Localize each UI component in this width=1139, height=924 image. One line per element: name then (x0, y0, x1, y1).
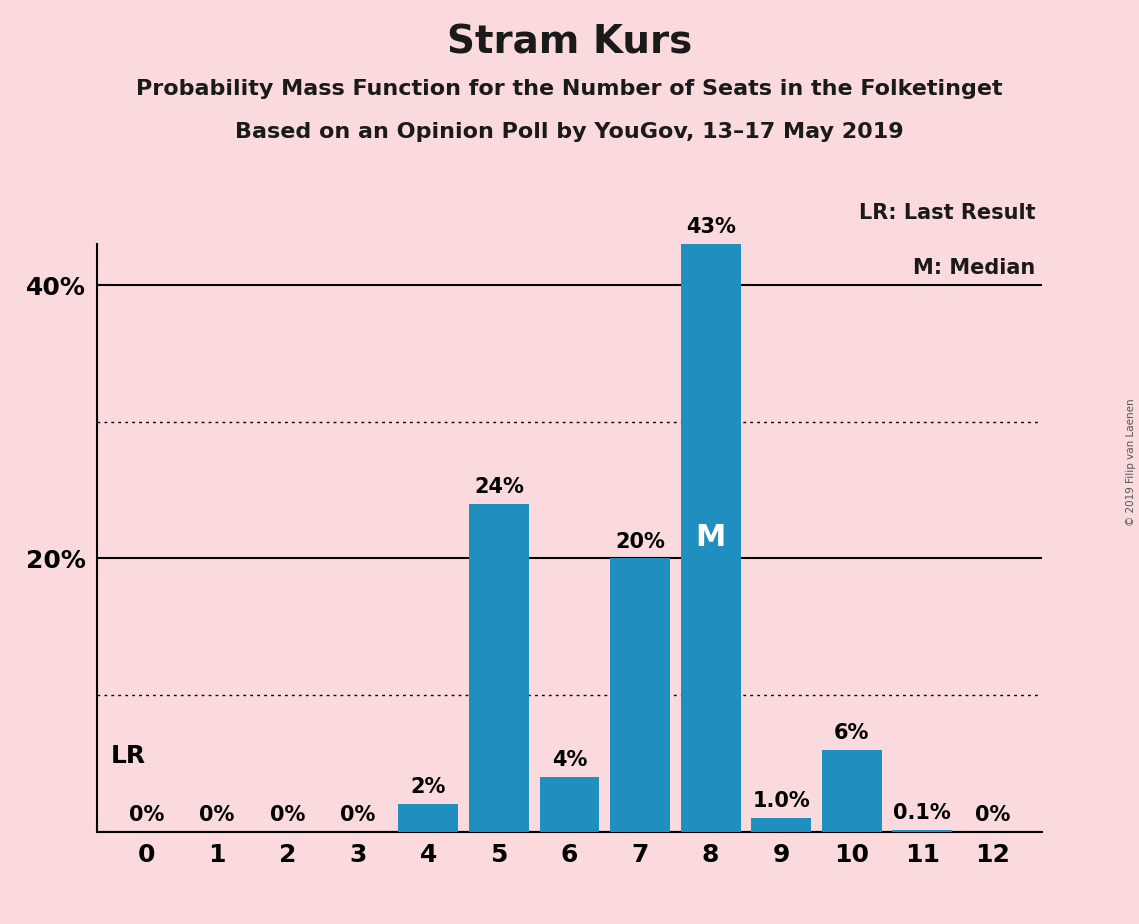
Text: 43%: 43% (686, 217, 736, 237)
Text: 2%: 2% (411, 777, 446, 797)
Text: 0%: 0% (975, 805, 1010, 825)
Text: 4%: 4% (551, 750, 588, 770)
Text: 24%: 24% (474, 477, 524, 497)
Text: 0%: 0% (341, 805, 376, 825)
Bar (611, 558, 670, 832)
Text: 1.0%: 1.0% (752, 791, 810, 811)
Bar (399, 804, 458, 832)
Bar (751, 818, 811, 832)
Text: 0.1%: 0.1% (893, 803, 951, 823)
Text: LR: LR (110, 745, 146, 769)
Text: M: M (696, 523, 726, 553)
Text: 20%: 20% (615, 531, 665, 552)
Text: © 2019 Filip van Laenen: © 2019 Filip van Laenen (1126, 398, 1136, 526)
Bar (469, 504, 528, 832)
Text: Based on an Opinion Poll by YouGov, 13–17 May 2019: Based on an Opinion Poll by YouGov, 13–1… (235, 122, 904, 142)
Bar (540, 777, 599, 832)
Text: Stram Kurs: Stram Kurs (446, 23, 693, 61)
Bar (681, 244, 740, 832)
Text: 0%: 0% (129, 805, 164, 825)
Text: 6%: 6% (834, 723, 869, 743)
Text: 0%: 0% (199, 805, 235, 825)
Bar (892, 831, 952, 832)
Text: Probability Mass Function for the Number of Seats in the Folketinget: Probability Mass Function for the Number… (137, 79, 1002, 99)
Text: M: Median: M: Median (912, 258, 1035, 278)
Text: 0%: 0% (270, 805, 305, 825)
Bar (821, 749, 882, 832)
Text: LR: Last Result: LR: Last Result (859, 203, 1035, 223)
